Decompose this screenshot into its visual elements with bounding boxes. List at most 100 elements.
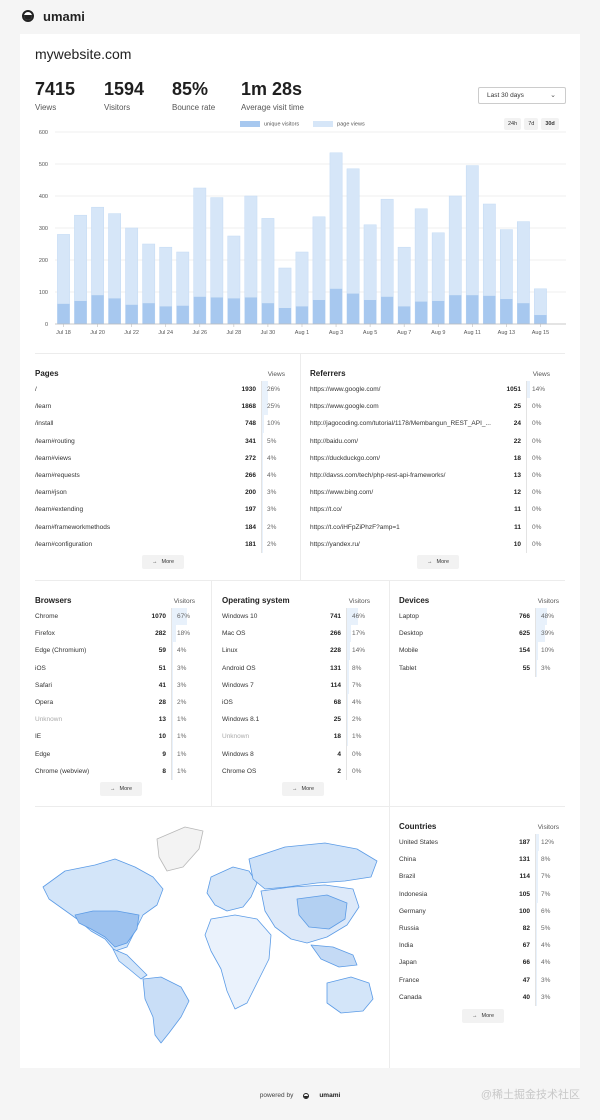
row-label: Indonesia — [399, 890, 428, 898]
row-label: /learn#requests — [35, 472, 80, 480]
table-row[interactable]: Windows 8 4 0% — [222, 745, 370, 763]
range-30d-button[interactable]: 30d — [541, 118, 559, 130]
countries-more-button[interactable]: → More — [462, 1009, 504, 1023]
percent-text: 46% — [352, 613, 366, 621]
table-row[interactable]: /learn#json 200 3% — [35, 484, 285, 502]
browsers-more-button[interactable]: → More — [100, 782, 142, 796]
date-range-select[interactable]: Last 30 days ⌄ — [478, 87, 566, 104]
referrers-panel: Referrers Views https://www.google.com/105… — [310, 369, 550, 553]
table-row[interactable]: Windows 8.1 25 2% — [222, 711, 370, 729]
row-value: 41 — [158, 681, 166, 689]
map-southeast-asia — [310, 944, 358, 968]
row-value: 9 — [162, 750, 166, 758]
range-7d-button[interactable]: 7d — [524, 118, 539, 130]
table-row[interactable]: /learn#routing 341 5% — [35, 432, 285, 450]
panel-header: Browsers Visitors — [35, 596, 195, 605]
pages-more-button[interactable]: → More — [142, 555, 184, 569]
x-tick-label: Jul 18 — [56, 330, 71, 336]
table-row[interactable]: Edge (Chromium) 59 4% — [35, 642, 195, 660]
table-row[interactable]: Mac OS 266 17% — [222, 625, 370, 643]
table-row[interactable]: Brazil 114 7% — [399, 868, 559, 886]
range-24h-button[interactable]: 24h — [504, 118, 522, 130]
table-row[interactable]: Japan 66 4% — [399, 954, 559, 972]
row-label: https://t.co/ — [310, 506, 342, 514]
app-name[interactable]: umami — [43, 8, 85, 24]
table-row[interactable]: https://t.co/11 0% — [310, 501, 550, 519]
table-row[interactable]: http://baidu.com/22 0% — [310, 432, 550, 450]
row-label: https://t.co/iHFpZiPhzF?amp=1 — [310, 523, 400, 531]
table-row[interactable]: https://www.bing.com/12 0% — [310, 484, 550, 502]
chart-legend: unique visitors page views — [240, 121, 365, 127]
table-row[interactable]: Edge 9 1% — [35, 745, 195, 763]
y-tick-label: 600 — [39, 130, 48, 136]
row-percent: 25% — [261, 398, 285, 416]
row-percent: 46% — [346, 608, 370, 626]
row-label: Desktop — [399, 630, 423, 638]
table-row[interactable]: Germany 100 6% — [399, 902, 559, 920]
table-row[interactable]: Tablet 55 3% — [399, 659, 559, 677]
browsers-panel: Browsers Visitors Chrome 1070 67% Firefox 282 1… — [35, 596, 195, 780]
table-row[interactable]: Desktop 625 39% — [399, 625, 559, 643]
table-row[interactable]: /learn#requests 266 4% — [35, 466, 285, 485]
umami-logo-icon — [303, 1092, 310, 1099]
panel-metric-label: Visitors — [537, 824, 559, 831]
table-row[interactable]: https://www.google.com 25 0% — [310, 398, 550, 416]
table-row[interactable]: France 47 3% — [399, 971, 559, 989]
percent-bar — [536, 608, 548, 626]
table-row[interactable]: Canada 40 3% — [399, 988, 559, 1006]
table-row[interactable]: https://duckduckgo.com/18 0% — [310, 449, 550, 467]
table-row[interactable]: Windows 7 114 7% — [222, 676, 370, 694]
legend-page-views[interactable]: page views — [313, 121, 365, 127]
footer-brand-link[interactable]: umami — [319, 1092, 341, 1099]
table-row[interactable]: Unknown 13 1% — [35, 711, 195, 729]
table-row[interactable]: Safari 41 3% — [35, 676, 195, 694]
unique-visitors-bar — [210, 297, 223, 324]
row-label: http://davss.com/tech/php-rest-api-frame… — [310, 472, 446, 480]
table-row[interactable]: Laptop 766 48% — [399, 608, 559, 626]
table-row[interactable]: https://www.google.com/1051 14% — [310, 381, 550, 399]
percent-text: 3% — [177, 664, 187, 672]
table-row[interactable]: Chrome (webview) 8 1% — [35, 762, 195, 780]
percent-bar — [536, 851, 538, 869]
table-row[interactable]: http://jagocoding.com/tutorial/1178/Memb… — [310, 415, 550, 433]
more-label: More — [481, 1013, 495, 1019]
os-more-button[interactable]: → More — [282, 782, 324, 796]
row-percent: 5% — [261, 432, 285, 450]
legend-label: page views — [337, 121, 365, 128]
table-row[interactable]: India 67 4% — [399, 937, 559, 955]
table-row[interactable]: Firefox 282 18% — [35, 625, 195, 643]
table-row[interactable]: Russia 82 5% — [399, 919, 559, 938]
table-row[interactable]: Chrome OS 2 0% — [222, 762, 370, 780]
row-percent: 0% — [526, 484, 550, 502]
table-row[interactable]: Opera 28 2% — [35, 693, 195, 712]
referrers-more-button[interactable]: → More — [417, 555, 459, 569]
table-row[interactable]: China 131 8% — [399, 851, 559, 869]
table-row[interactable]: Unknown 18 1% — [222, 728, 370, 746]
world-map[interactable] — [35, 819, 380, 1044]
table-row[interactable]: iOS 51 3% — [35, 659, 195, 677]
table-row[interactable]: /learn#frameworkmethods 184 2% — [35, 518, 285, 536]
table-row[interactable]: Mobile 154 10% — [399, 642, 559, 660]
table-row[interactable]: https://t.co/iHFpZiPhzF?amp=1 11 0% — [310, 518, 550, 536]
y-tick-label: 100 — [39, 290, 48, 296]
table-row[interactable]: iOS 68 4% — [222, 693, 370, 712]
legend-unique-visitors[interactable]: unique visitors — [240, 121, 299, 127]
table-row[interactable]: http://davss.com/tech/php-rest-api-frame… — [310, 466, 550, 485]
table-row[interactable]: /install 748 10% — [35, 415, 285, 433]
table-row[interactable]: Android OS 131 8% — [222, 659, 370, 677]
table-row[interactable]: United States 187 12% — [399, 834, 559, 852]
table-row[interactable]: / 1930 26% — [35, 381, 285, 399]
table-row[interactable]: /learn#views 272 4% — [35, 449, 285, 467]
table-row[interactable]: /learn#configuration 181 2% — [35, 535, 285, 553]
table-row[interactable]: https://yandex.ru/10 0% — [310, 535, 550, 553]
table-row[interactable]: IE 10 1% — [35, 728, 195, 746]
x-tick-label: Jul 30 — [261, 330, 276, 336]
arrow-right-icon: → — [291, 786, 298, 792]
table-row[interactable]: Indonesia 105 7% — [399, 885, 559, 903]
umami-logo-icon[interactable] — [22, 10, 34, 22]
table-row[interactable]: Chrome 1070 67% — [35, 608, 195, 626]
table-row[interactable]: Linux 228 14% — [222, 642, 370, 660]
table-row[interactable]: Windows 10 741 46% — [222, 608, 370, 626]
table-row[interactable]: /learn#extending 197 3% — [35, 501, 285, 519]
table-row[interactable]: /learn 1868 25% — [35, 398, 285, 416]
